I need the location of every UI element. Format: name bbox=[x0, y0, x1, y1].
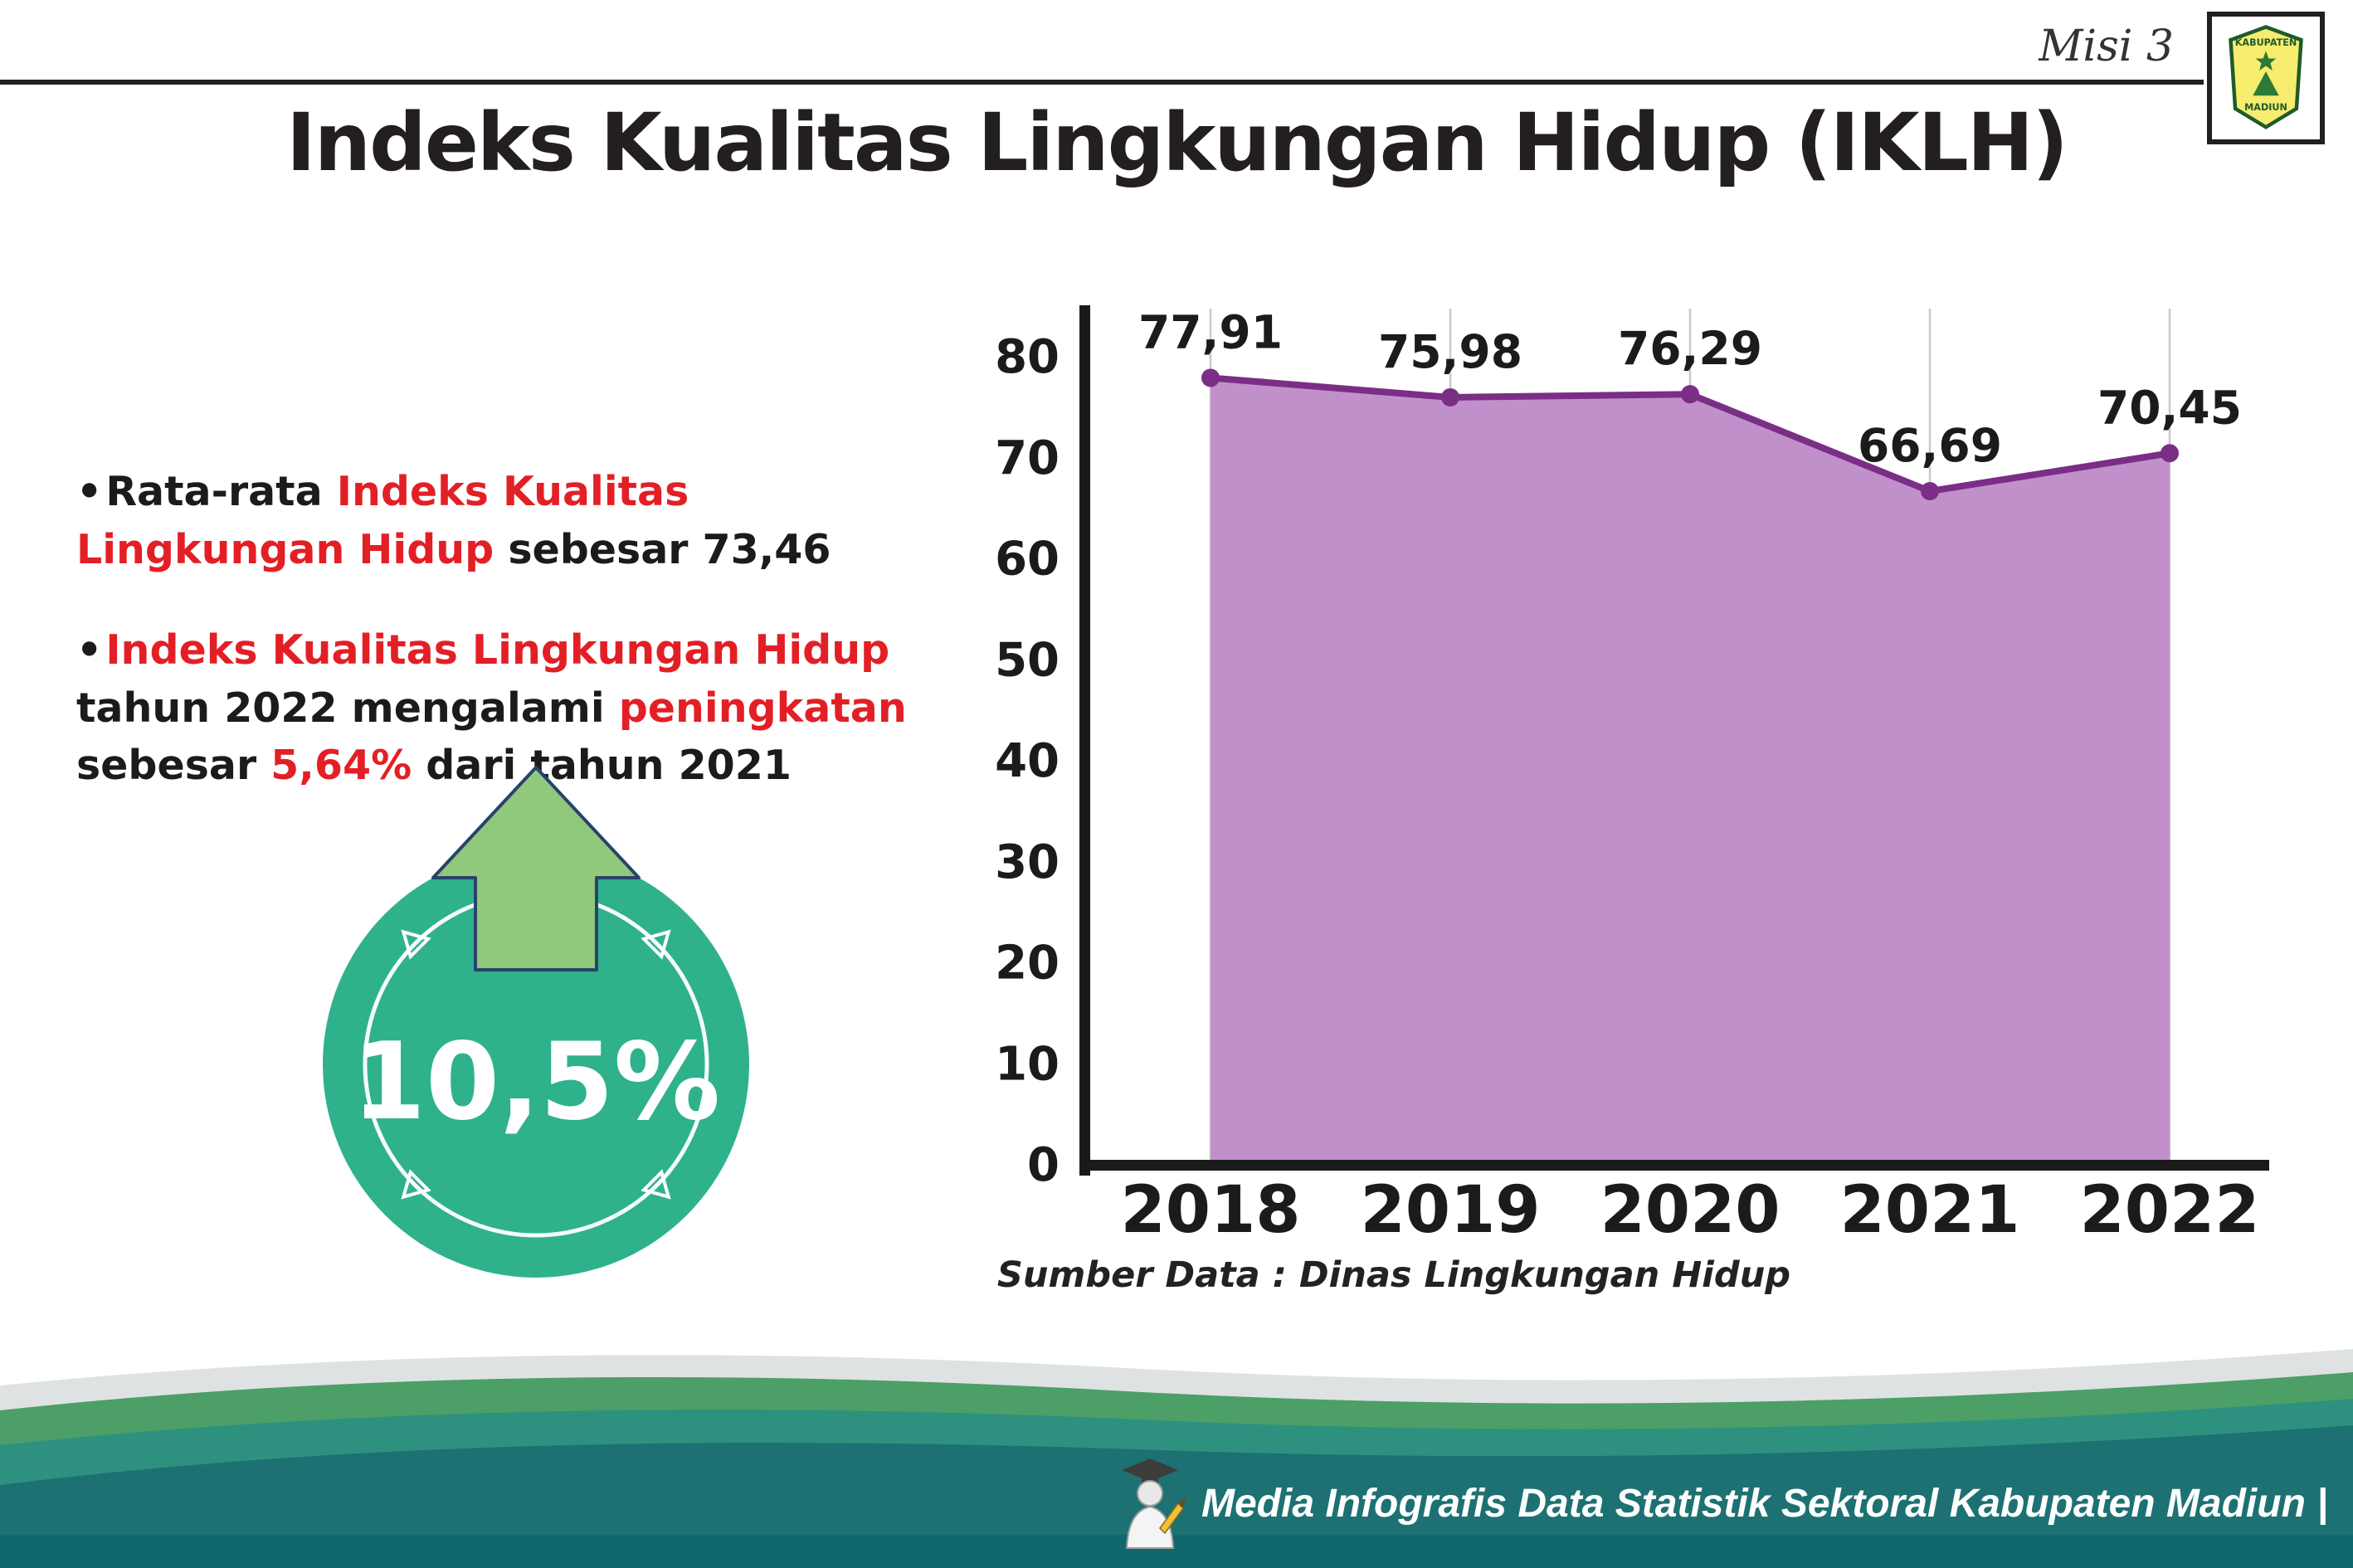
y-tick-label: 40 bbox=[995, 734, 1060, 788]
x-axis-label: 2022 bbox=[2079, 1173, 2259, 1248]
y-tick-label: 60 bbox=[995, 533, 1060, 587]
footer-wave-dark bbox=[0, 1425, 2353, 1568]
y-axis bbox=[1079, 305, 1090, 1176]
increase-badge: 10,5% bbox=[323, 766, 749, 1278]
misi-label: Misi 3 bbox=[2039, 22, 2174, 71]
chart-source-note: Sumber Data : Dinas Lingkungan Hidup bbox=[996, 1254, 1791, 1296]
bullet2-black1: tahun 2022 mengalami bbox=[76, 684, 619, 732]
x-axis-label: 2019 bbox=[1360, 1173, 1540, 1248]
chart-value-label: 76,29 bbox=[1618, 322, 1762, 375]
chart-point bbox=[1441, 387, 1459, 407]
chart-point bbox=[1681, 385, 1699, 404]
y-tick-label: 30 bbox=[995, 835, 1060, 889]
chart-value-label: 75,98 bbox=[1378, 325, 1522, 378]
x-axis bbox=[1079, 1160, 2269, 1171]
bullet2-black2: sebesar bbox=[76, 742, 271, 790]
bullet2-red3: 5,64% bbox=[270, 742, 412, 790]
chart-value-label: 77,91 bbox=[1138, 305, 1283, 358]
footer-bottom-bar bbox=[0, 1535, 2353, 1568]
badge-circle bbox=[323, 851, 749, 1278]
crest-icon: KABUPATEN MADIUN bbox=[2229, 25, 2303, 129]
chart-value-label: 70,45 bbox=[2097, 381, 2242, 434]
crest-tree bbox=[2253, 71, 2279, 96]
bullet-dot: • bbox=[76, 626, 103, 674]
bullet1-black1: Rata-rata bbox=[105, 468, 337, 515]
badge-ring-ticks bbox=[401, 929, 671, 1200]
mascot-icon bbox=[1122, 1458, 1186, 1549]
top-divider bbox=[0, 80, 2204, 85]
y-tick-label: 80 bbox=[995, 330, 1060, 384]
crest-text-bottom: MADIUN bbox=[2244, 102, 2287, 113]
x-axis-label: 2018 bbox=[1120, 1173, 1300, 1248]
bullet2-black3: dari tahun 2021 bbox=[412, 742, 792, 790]
chart-value-label: 66,69 bbox=[1858, 419, 2002, 472]
chart-point bbox=[2161, 444, 2179, 463]
bullet1-red1: Indeks Kualitas Lingkungan Hidup bbox=[76, 468, 689, 573]
badge-value: 10,5% bbox=[352, 1020, 720, 1144]
bullet-increase-iklh: •Indeks Kualitas Lingkungan Hidup tahun … bbox=[76, 621, 923, 795]
kabupaten-madiun-logo: KABUPATEN MADIUN bbox=[2207, 12, 2325, 144]
y-tick-label: 0 bbox=[1027, 1138, 1060, 1192]
bullet-average-iklh: •Rata-rata Indeks Kualitas Lingkungan Hi… bbox=[76, 463, 923, 578]
x-axis-label: 2021 bbox=[1839, 1173, 2019, 1248]
crest-text-top: KABUPATEN bbox=[2235, 37, 2297, 48]
bullet2-red1: Indeks Kualitas Lingkungan Hidup bbox=[105, 626, 890, 674]
summary-bullets: •Rata-rata Indeks Kualitas Lingkungan Hi… bbox=[76, 463, 923, 795]
page-title: Indeks Kualitas Lingkungan Hidup (IKLH) bbox=[286, 96, 2068, 189]
footer-credit-text: Media Infografis Data Statistik Sektoral… bbox=[1201, 1481, 2328, 1526]
chart-point bbox=[1201, 368, 1220, 387]
y-tick-label: 50 bbox=[995, 633, 1060, 687]
y-tick-label: 10 bbox=[995, 1037, 1060, 1091]
y-tick-label: 70 bbox=[995, 431, 1060, 485]
bullet-dot: • bbox=[76, 468, 103, 515]
crest-star bbox=[2255, 51, 2277, 71]
bullet2-red2: peningkatan bbox=[618, 684, 907, 732]
chart-area bbox=[1211, 377, 2170, 1165]
chart-point bbox=[1921, 482, 1939, 501]
bullet1-black2: sebesar 73,46 bbox=[494, 525, 831, 573]
y-tick-label: 20 bbox=[995, 937, 1060, 991]
up-arrow-icon bbox=[431, 766, 641, 971]
footer-credit: Media Infografis Data Statistik Sektoral… bbox=[1112, 1457, 2328, 1550]
x-axis-label: 2020 bbox=[1600, 1173, 1780, 1248]
iklh-area-chart: 0 10 20 30 40 50 60 70 80 2018 2019 2020 2021 2022 77,… bbox=[995, 305, 2269, 1248]
